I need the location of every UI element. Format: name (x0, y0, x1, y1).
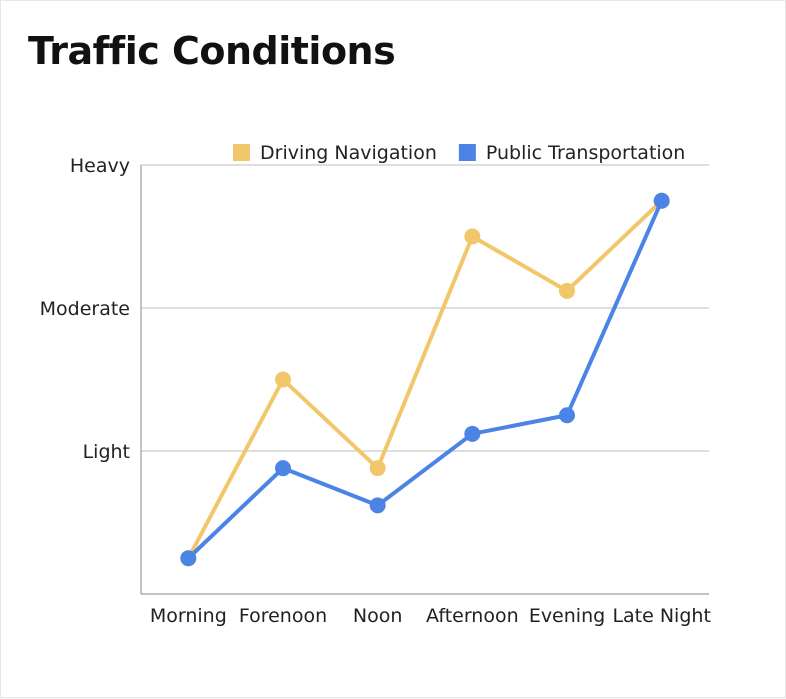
x-axis-labels: Morning Forenoon Noon Afternoon Evening Late … (150, 605, 711, 627)
series-line-0 (186, 198, 664, 561)
grid (141, 164, 709, 452)
series (180, 192, 670, 567)
legend-swatch-0 (233, 144, 250, 161)
x-tick-label: Morning (150, 605, 227, 627)
y-tick-label: Moderate (40, 298, 130, 320)
x-tick-label: Evening (529, 605, 605, 627)
data-point[interactable] (275, 460, 291, 477)
data-point[interactable] (180, 550, 197, 567)
data-point[interactable] (653, 192, 670, 209)
x-tick-label: Afternoon (426, 605, 519, 627)
data-point[interactable] (559, 282, 575, 299)
x-tick-label: Late Night (612, 605, 710, 627)
data-point[interactable] (275, 371, 291, 388)
page-title: Traffic Conditions (28, 29, 396, 73)
y-axis-labels: Light Moderate Heavy (40, 155, 130, 463)
series-line-1 (186, 198, 664, 561)
legend-swatch-1 (458, 144, 476, 161)
legend-label-1: Public Transportation (486, 142, 685, 164)
y-tick-label: Heavy (70, 155, 130, 177)
x-tick-label: Forenoon (239, 605, 327, 627)
data-point[interactable] (369, 497, 386, 514)
y-tick-label: Light (83, 441, 130, 463)
axes (140, 165, 709, 595)
legend-label-0: Driving Navigation (260, 142, 437, 164)
data-point[interactable] (369, 460, 386, 477)
data-point[interactable] (464, 228, 481, 245)
x-tick-label: Noon (353, 605, 403, 627)
data-point[interactable] (559, 407, 575, 424)
data-point[interactable] (464, 425, 481, 442)
legend: Driving Navigation Public Transportation (233, 142, 685, 164)
